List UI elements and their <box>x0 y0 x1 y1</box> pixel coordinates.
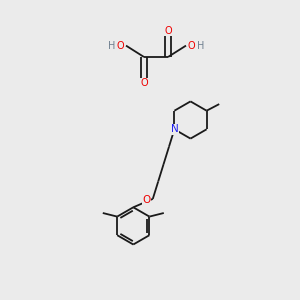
Text: O: O <box>188 40 195 51</box>
Text: H: H <box>108 40 115 51</box>
Text: H: H <box>197 40 204 51</box>
Text: O: O <box>117 40 124 51</box>
Text: O: O <box>142 194 150 205</box>
Text: O: O <box>164 26 172 36</box>
Text: N: N <box>171 124 179 134</box>
Text: O: O <box>140 78 148 88</box>
